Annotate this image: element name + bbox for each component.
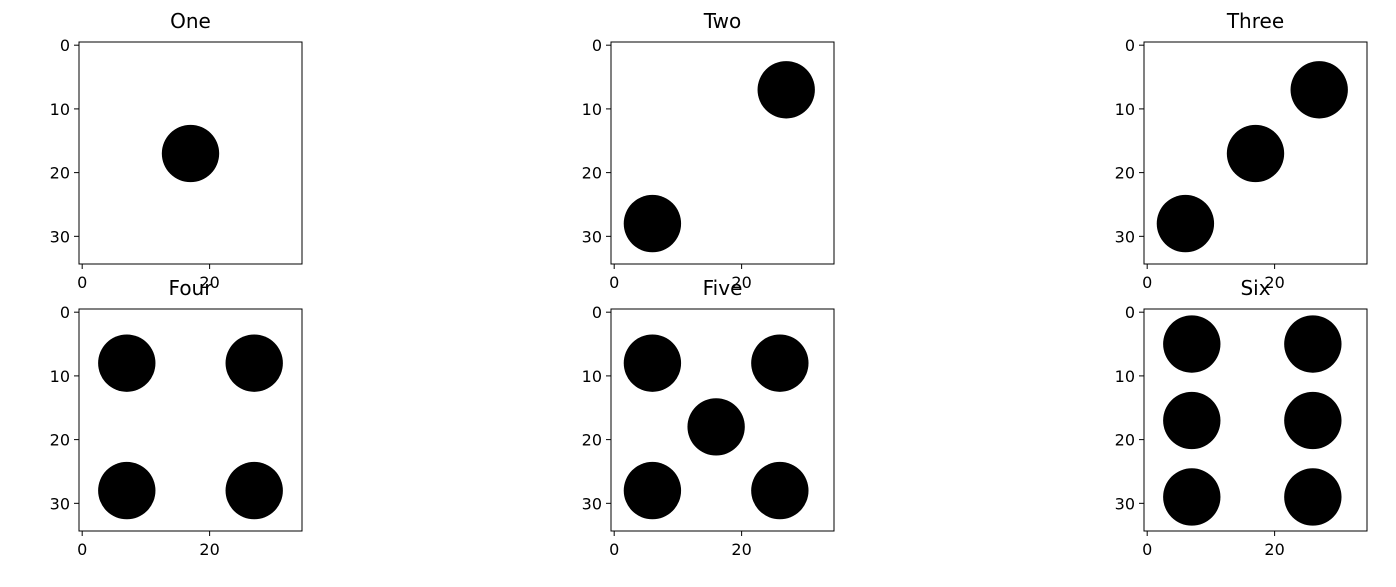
- x-tick-label: 0: [609, 273, 619, 292]
- y-tick-label: 0: [60, 303, 70, 322]
- y-tick-label: 20: [582, 164, 602, 183]
- axes-frame: [610, 41, 835, 265]
- y-tick-label: 30: [1115, 227, 1135, 246]
- dot-5: [1163, 468, 1221, 526]
- y-tick-label: 10: [1115, 367, 1135, 386]
- axes-frame: [78, 308, 303, 532]
- x-tick-label: 0: [1142, 540, 1152, 559]
- panel-title: Two: [703, 9, 742, 33]
- y-tick-label: 10: [582, 367, 602, 386]
- dot-3: [1163, 391, 1221, 450]
- x-tick-label: 20: [731, 273, 751, 292]
- panel-two: Two 0 10 20 30 0 20: [582, 9, 835, 292]
- axes-frame: [1143, 308, 1368, 532]
- y-tick-label: 30: [582, 227, 602, 246]
- axes-frame: [78, 41, 303, 265]
- y-tick-label: 10: [50, 367, 70, 386]
- panel-one: One 0 10 20 30 0 20: [50, 9, 303, 292]
- y-tick-label: 0: [1125, 36, 1135, 55]
- y-tick-label: 30: [582, 494, 602, 513]
- dot-4: [1284, 391, 1342, 450]
- dot-1: [757, 61, 815, 119]
- panel-title: Four: [169, 276, 214, 300]
- x-tick-label: 20: [199, 273, 219, 292]
- panel-title: One: [170, 9, 211, 33]
- y-tick-label: 0: [592, 36, 602, 55]
- x-tick-label: 20: [731, 540, 751, 559]
- dot-1: [161, 124, 220, 183]
- panel-title: Six: [1240, 276, 1270, 300]
- panel-four: Four 0 10 20 30 0 20: [50, 276, 303, 559]
- panel-six: Six 0 10 20 30 0 20: [1115, 276, 1368, 559]
- y-tick-label: 10: [50, 100, 70, 119]
- axes-frame: [610, 308, 835, 532]
- x-tick-label: 0: [77, 540, 87, 559]
- y-tick-label: 0: [1125, 303, 1135, 322]
- x-tick-label: 20: [1264, 273, 1284, 292]
- axes-frame: [1143, 41, 1368, 265]
- dot-2: [225, 334, 283, 392]
- dot-1: [98, 334, 156, 392]
- x-tick-label: 0: [609, 540, 619, 559]
- dot-5: [751, 461, 809, 520]
- y-tick-label: 10: [1115, 100, 1135, 119]
- y-tick-label: 30: [50, 227, 70, 246]
- panel-three: Three 0 10 20 30 0 20: [1115, 9, 1368, 292]
- dot-2: [1284, 315, 1342, 373]
- dot-4: [623, 461, 682, 520]
- dot-2: [1226, 124, 1285, 183]
- dot-4: [225, 461, 283, 520]
- y-tick-label: 20: [1115, 164, 1135, 183]
- y-tick-label: 20: [50, 164, 70, 183]
- panel-title: Three: [1226, 9, 1284, 33]
- dot-1: [1290, 61, 1348, 119]
- x-tick-label: 20: [199, 540, 219, 559]
- x-tick-label: 0: [77, 273, 87, 292]
- y-tick-label: 20: [582, 431, 602, 450]
- x-tick-label: 0: [1142, 273, 1152, 292]
- dot-2: [751, 334, 809, 392]
- y-tick-label: 30: [50, 494, 70, 513]
- y-tick-label: 20: [1115, 431, 1135, 450]
- dot-3: [1156, 194, 1215, 253]
- panel-title: Five: [703, 276, 743, 300]
- y-tick-label: 20: [50, 431, 70, 450]
- dot-2: [623, 194, 682, 253]
- y-tick-label: 0: [592, 303, 602, 322]
- y-tick-label: 30: [1115, 494, 1135, 513]
- x-tick-label: 20: [1264, 540, 1284, 559]
- dot-1: [623, 334, 682, 392]
- panel-five: Five 0 10 20 30 0 20: [582, 276, 835, 559]
- dot-1: [1163, 315, 1221, 373]
- dot-3: [98, 461, 156, 520]
- y-tick-label: 10: [582, 100, 602, 119]
- dot-3: [687, 398, 745, 456]
- y-tick-label: 0: [60, 36, 70, 55]
- dot-6: [1284, 468, 1342, 526]
